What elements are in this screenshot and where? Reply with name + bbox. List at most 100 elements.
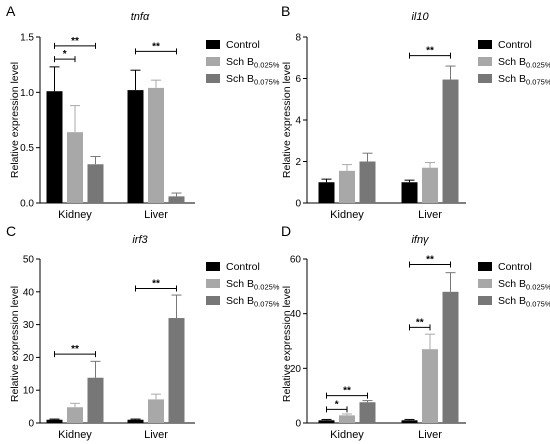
x-category-label: Liver bbox=[418, 429, 442, 441]
y-tick-label: 40 bbox=[23, 287, 35, 298]
y-axis-label: Relative expression level bbox=[281, 62, 293, 178]
y-tick-label: 0 bbox=[295, 199, 301, 210]
legend-swatch bbox=[206, 57, 220, 66]
significance-label: ** bbox=[152, 41, 160, 52]
y-tick-label: 50 bbox=[23, 255, 35, 266]
bar bbox=[339, 415, 355, 423]
panel-c: C irf3 Relative expression level 0 10 20 30… bbox=[6, 223, 280, 441]
y-axis-label: Relative expression level bbox=[281, 286, 293, 402]
bar bbox=[359, 161, 376, 203]
y-tick-label: 60 bbox=[290, 255, 302, 266]
y-tick-label: 1.0 bbox=[20, 88, 34, 99]
x-category-label: Kidney bbox=[330, 429, 364, 441]
bar bbox=[359, 402, 376, 423]
significance-label: ** bbox=[152, 279, 160, 290]
y-tick-label: 20 bbox=[290, 364, 302, 375]
bar bbox=[127, 419, 144, 423]
legend-entry: Sch B0.075% bbox=[498, 73, 550, 87]
y-tick-label: 6 bbox=[295, 74, 301, 85]
y-tick-label: 1.5 bbox=[20, 33, 34, 44]
legend-entry: Control bbox=[226, 261, 260, 273]
legend-entry: Sch B0.025% bbox=[498, 56, 550, 70]
legend-entry: Sch B0.025% bbox=[498, 278, 550, 292]
legend-swatch bbox=[206, 40, 220, 49]
bar bbox=[127, 90, 144, 203]
significance-label: * bbox=[63, 49, 67, 60]
panel-a: A tnfα Relative expression level 0.0 0.5 1… bbox=[6, 3, 280, 221]
legend-entry: Sch B0.075% bbox=[226, 73, 280, 87]
bar bbox=[442, 79, 459, 203]
bar bbox=[67, 132, 83, 203]
y-tick-label: 2 bbox=[295, 157, 301, 168]
x-category-label: Liver bbox=[418, 209, 442, 221]
significance-label: ** bbox=[416, 317, 424, 328]
chart-title: tnfα bbox=[131, 11, 150, 23]
legend-entry: Sch B0.075% bbox=[226, 295, 280, 309]
significance-label: ** bbox=[426, 254, 434, 265]
legend-entry: Control bbox=[498, 39, 532, 51]
bar bbox=[148, 87, 164, 203]
y-tick-label: 20 bbox=[23, 353, 35, 364]
significance-label: * bbox=[335, 399, 339, 410]
y-tick-label: 30 bbox=[23, 320, 35, 331]
bar bbox=[401, 182, 418, 203]
panel-letter: D bbox=[281, 223, 291, 239]
bar bbox=[422, 167, 438, 203]
y-tick-label: 0 bbox=[28, 419, 34, 430]
x-category-label: Kidney bbox=[58, 209, 92, 221]
x-category-label: Kidney bbox=[58, 429, 92, 441]
bar bbox=[318, 420, 335, 423]
y-axis-label: Relative expression level bbox=[9, 286, 21, 402]
bar bbox=[148, 399, 164, 423]
legend-swatch bbox=[206, 74, 220, 83]
legend-swatch bbox=[478, 279, 492, 288]
legend-swatch bbox=[478, 296, 492, 305]
legend-swatch bbox=[206, 262, 220, 271]
x-category-label: Kidney bbox=[330, 209, 364, 221]
legend-swatch bbox=[478, 74, 492, 83]
x-category-label: Liver bbox=[144, 209, 168, 221]
chart-title: ifnγ bbox=[411, 234, 430, 246]
y-tick-label: 40 bbox=[290, 309, 302, 320]
panel-b: B il10 Relative expression level 0 2 4 6 8 Ki… bbox=[281, 3, 550, 221]
bar bbox=[401, 420, 418, 423]
bar bbox=[422, 349, 438, 423]
panel-d: D ifnγ Relative expression level 0 20 40 60… bbox=[281, 223, 550, 441]
significance-label: ** bbox=[426, 46, 434, 57]
y-tick-label: 0.5 bbox=[20, 143, 34, 154]
y-tick-label: 0.0 bbox=[20, 199, 34, 210]
legend-swatch bbox=[478, 40, 492, 49]
bar bbox=[87, 164, 104, 203]
significance-label: ** bbox=[71, 36, 79, 47]
significance-label: ** bbox=[71, 344, 79, 355]
bar bbox=[168, 196, 185, 203]
panel-letter: B bbox=[281, 3, 290, 19]
bar bbox=[46, 91, 63, 203]
legend-swatch bbox=[478, 262, 492, 271]
legend-entry: Control bbox=[498, 261, 532, 273]
legend-swatch bbox=[206, 296, 220, 305]
y-axis-label: Relative expression level bbox=[9, 62, 21, 178]
legend-entry: Sch B0.075% bbox=[498, 295, 550, 309]
bar bbox=[168, 318, 185, 423]
legend-entry: Sch B0.025% bbox=[226, 56, 280, 70]
significance-label: ** bbox=[343, 386, 351, 397]
bar bbox=[318, 182, 335, 203]
bar bbox=[46, 419, 63, 423]
legend-entry: Sch B0.025% bbox=[226, 278, 280, 292]
bar bbox=[87, 377, 104, 423]
bar bbox=[67, 407, 83, 423]
panel-letter: C bbox=[6, 223, 16, 239]
legend-entry: Control bbox=[226, 39, 260, 51]
x-category-label: Liver bbox=[144, 429, 168, 441]
y-tick-label: 0 bbox=[295, 419, 301, 430]
legend-swatch bbox=[206, 279, 220, 288]
bar bbox=[339, 170, 355, 203]
chart-title: il10 bbox=[411, 11, 429, 23]
panel-letter: A bbox=[6, 3, 16, 19]
legend-swatch bbox=[478, 57, 492, 66]
y-tick-label: 10 bbox=[23, 386, 35, 397]
y-tick-label: 4 bbox=[295, 116, 301, 127]
bar bbox=[442, 291, 459, 423]
y-tick-label: 8 bbox=[295, 33, 301, 44]
